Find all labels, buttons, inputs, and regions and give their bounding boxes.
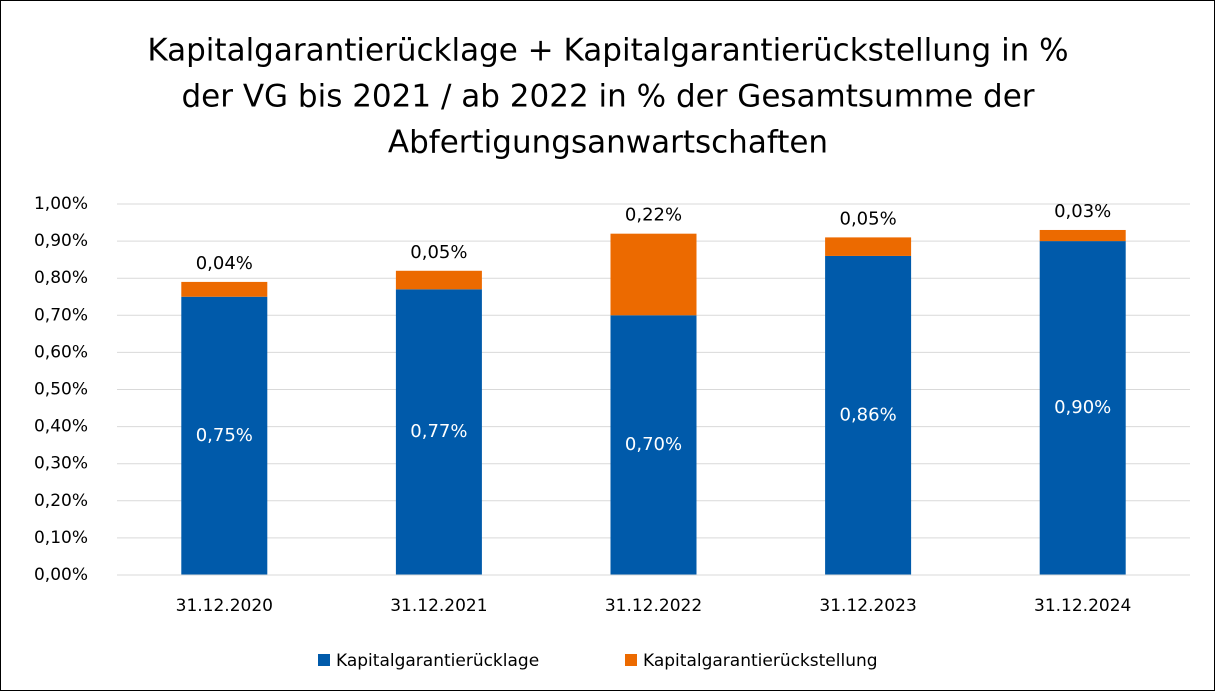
value-label: 0,04% (196, 253, 253, 274)
value-label: 0,03% (1054, 201, 1111, 222)
x-tick-label: 31.12.2023 (819, 596, 916, 616)
value-label: 0,75% (196, 425, 253, 446)
value-label: 0,05% (410, 242, 467, 263)
chart-title: Abfertigungsanwartschaften (388, 125, 828, 161)
y-tick-label: 0,40% (34, 417, 88, 437)
y-tick-label: 0,00% (34, 565, 88, 585)
bar-segment (610, 315, 697, 575)
x-tick-label: 31.12.2022 (605, 596, 702, 616)
y-tick-label: 0,20% (34, 491, 88, 511)
bar-segment (181, 296, 268, 575)
y-tick-label: 0,90% (34, 231, 88, 251)
bar-segment (1039, 241, 1126, 575)
bar-segment (825, 255, 912, 575)
x-tick-label: 31.12.2024 (1034, 596, 1131, 616)
bar-segment (1039, 229, 1126, 242)
bar-segment (395, 270, 482, 290)
y-tick-label: 1,00% (34, 194, 88, 214)
chart-title: Kapitalgarantierücklage + Kapitalgaranti… (147, 33, 1068, 69)
legend-label: Kapitalgarantierückstellung (643, 651, 878, 671)
chart-title: der VG bis 2021 / ab 2022 in % der Gesam… (181, 79, 1034, 115)
y-tick-label: 0,70% (34, 305, 88, 325)
value-label: 0,22% (625, 205, 682, 226)
bar-segment (181, 281, 268, 297)
value-label: 0,70% (625, 434, 682, 455)
value-label: 0,77% (410, 421, 467, 442)
y-tick-label: 0,50% (34, 380, 88, 400)
x-tick-label: 31.12.2021 (390, 596, 487, 616)
y-tick-label: 0,10% (34, 528, 88, 548)
legend-swatch (318, 654, 330, 666)
bar-segment (395, 289, 482, 575)
value-label: 0,86% (840, 404, 897, 425)
x-tick-label: 31.12.2020 (176, 596, 273, 616)
bar-segment (825, 237, 912, 256)
y-tick-label: 0,60% (34, 342, 88, 362)
legend-label: Kapitalgarantierücklage (336, 651, 539, 671)
value-label: 0,05% (840, 208, 897, 229)
bar-segment (610, 233, 697, 316)
value-label: 0,90% (1054, 397, 1111, 418)
y-tick-label: 0,80% (34, 268, 88, 288)
y-tick-label: 0,30% (34, 454, 88, 474)
legend-swatch (625, 654, 637, 666)
